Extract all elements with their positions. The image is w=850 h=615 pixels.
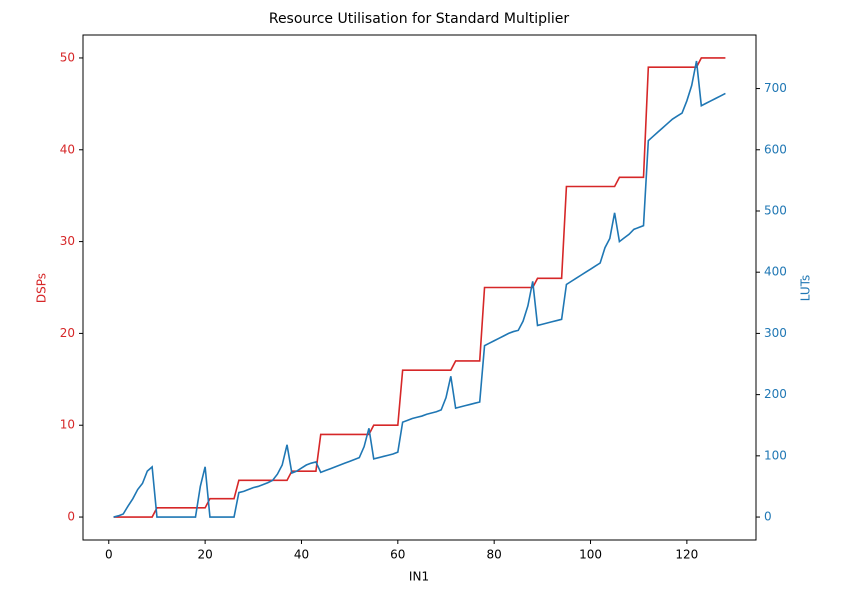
y2-tick-label: 0 — [764, 510, 772, 524]
x-tick-label: 60 — [390, 548, 405, 562]
y-tick-label: 0 — [67, 510, 75, 524]
chart-title: Resource Utilisation for Standard Multip… — [269, 11, 570, 27]
y2-axis-label: LUTs — [799, 275, 813, 301]
x-tick-label: 100 — [579, 548, 602, 562]
x-tick-label: 0 — [105, 548, 113, 562]
x-axis-label: IN1 — [409, 570, 429, 584]
y-axis-label: DSPs — [35, 273, 49, 303]
data-line — [113, 57, 726, 518]
data-line — [113, 60, 726, 518]
y2-tick-label: 100 — [764, 448, 787, 462]
y-tick-label: 20 — [60, 326, 75, 340]
y2-tick-label: 200 — [764, 387, 787, 401]
y-tick-label: 40 — [60, 142, 75, 156]
x-tick-label: 120 — [675, 548, 698, 562]
x-tick-label: 40 — [294, 548, 309, 562]
y-tick-label: 50 — [60, 50, 75, 64]
y2-tick-label: 500 — [764, 203, 787, 217]
y2-tick-label: 600 — [764, 142, 787, 156]
y2-tick-label: 700 — [764, 81, 787, 95]
y2-tick-label: 300 — [764, 326, 787, 340]
x-tick-label: 80 — [487, 548, 502, 562]
x-tick-label: 20 — [197, 548, 212, 562]
plot-frame — [82, 34, 757, 541]
y-tick-label: 30 — [60, 234, 75, 248]
y2-tick-label: 400 — [764, 265, 787, 279]
y-tick-label: 10 — [60, 418, 75, 432]
